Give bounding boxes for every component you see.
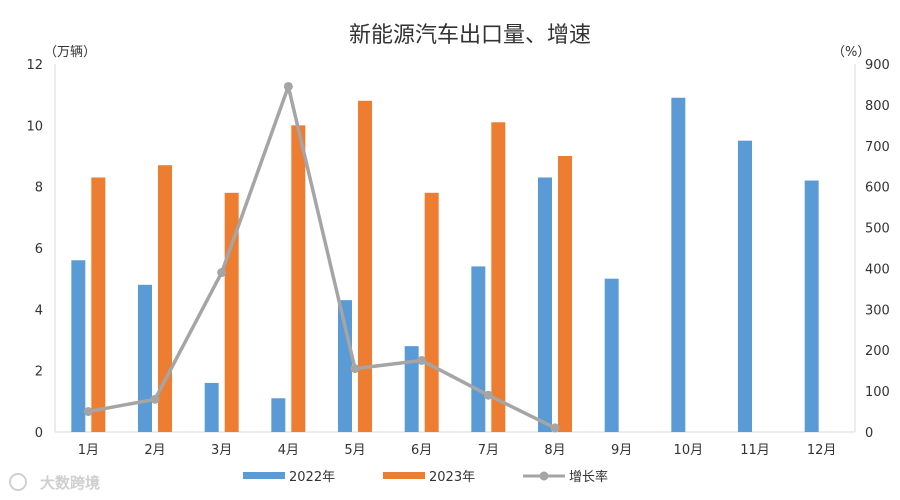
x-tick-label: 7月 bbox=[478, 443, 499, 458]
left-tick-label: 6 bbox=[35, 242, 43, 257]
watermark-text: 大数跨境 bbox=[40, 474, 100, 492]
bar-2023年-7月 bbox=[491, 122, 506, 433]
bar-2022年-9月 bbox=[604, 278, 619, 432]
right-axis-ticks: 0 100 200 300 400 500 600 700 800 900 bbox=[865, 58, 890, 441]
bar-2022年-10月 bbox=[671, 97, 686, 432]
bar-2023年-4月 bbox=[291, 125, 306, 432]
legend-swatch-2023年 bbox=[383, 472, 425, 479]
line-point-增长率 bbox=[283, 81, 293, 91]
bar-2022年-6月 bbox=[404, 346, 419, 432]
left-tick-label: 4 bbox=[35, 303, 43, 318]
bar-2023年-2月 bbox=[158, 165, 172, 432]
right-tick-label: 500 bbox=[865, 222, 890, 237]
line-point-增长率 bbox=[217, 268, 227, 278]
bar-2022年-7月 bbox=[471, 266, 486, 432]
x-tick-label: 2月 bbox=[144, 443, 165, 458]
left-tick-label: 2 bbox=[35, 365, 43, 380]
bar-2023年-1月 bbox=[91, 177, 106, 432]
x-tick-label: 8月 bbox=[544, 443, 565, 458]
right-tick-label: 700 bbox=[865, 140, 890, 155]
right-tick-label: 400 bbox=[865, 262, 890, 277]
line-point-增长率 bbox=[350, 364, 360, 374]
line-point-增长率 bbox=[83, 407, 93, 417]
left-tick-label: 0 bbox=[35, 426, 43, 441]
bar-2023年-6月 bbox=[424, 192, 439, 432]
x-tick-label: 6月 bbox=[411, 443, 432, 458]
legend-label-2022年: 2022年 bbox=[289, 470, 335, 485]
right-tick-label: 900 bbox=[865, 58, 890, 73]
x-tick-label: 10月 bbox=[674, 443, 704, 458]
x-tick-label: 5月 bbox=[344, 443, 365, 458]
bar-2022年-1月 bbox=[71, 260, 86, 432]
watermark: 大数跨境 bbox=[9, 473, 100, 492]
legend: 2022年 2023年 增长率 bbox=[243, 469, 608, 485]
right-tick-label: 0 bbox=[865, 426, 873, 441]
bar-2023年-8月 bbox=[558, 156, 572, 432]
x-tick-label: 3月 bbox=[211, 443, 232, 458]
bar-2022年-5月 bbox=[338, 300, 352, 432]
line-增长率 bbox=[88, 84, 556, 430]
right-tick-label: 600 bbox=[865, 181, 890, 196]
left-axis-unit-label: （万辆） bbox=[44, 45, 96, 60]
right-axis-unit-label: （%） bbox=[832, 45, 870, 60]
right-tick-label: 300 bbox=[865, 303, 890, 318]
bar-2022年-8月 bbox=[538, 177, 552, 432]
bar-2022年-2月 bbox=[138, 284, 152, 432]
right-tick-label: 800 bbox=[865, 99, 890, 114]
bar-2022年-12月 bbox=[804, 180, 819, 432]
line-point-增长率 bbox=[417, 355, 427, 365]
x-tick-label: 4月 bbox=[278, 443, 299, 458]
left-axis-ticks: 0 2 4 6 8 10 12 bbox=[26, 58, 43, 441]
legend-label-2023年: 2023年 bbox=[429, 470, 475, 485]
line-point-增长率 bbox=[150, 394, 160, 404]
line-series bbox=[83, 81, 560, 433]
left-tick-label: 12 bbox=[26, 58, 43, 73]
bar-2023年-5月 bbox=[358, 100, 372, 433]
x-tick-label: 9月 bbox=[611, 443, 632, 458]
legend-marker-增长率 bbox=[539, 471, 549, 481]
bar-2022年-3月 bbox=[204, 382, 219, 432]
bar-2022年-4月 bbox=[271, 398, 286, 432]
left-tick-label: 10 bbox=[26, 119, 43, 134]
x-tick-label: 12月 bbox=[807, 443, 837, 458]
right-tick-label: 100 bbox=[865, 385, 890, 400]
legend-swatch-2022年 bbox=[243, 472, 285, 479]
x-tick-label: 1月 bbox=[78, 443, 99, 458]
legend-label-增长率: 增长率 bbox=[569, 469, 608, 485]
line-point-增长率 bbox=[483, 390, 493, 400]
line-point-增长率 bbox=[550, 423, 560, 433]
chart-title: 新能源汽车出口量、增速 bbox=[349, 23, 591, 48]
x-axis-ticks: 1月 2月 3月 4月 5月 6月 7月 8月 9月 10月 11月 12月 bbox=[78, 443, 837, 458]
bar-2022年-11月 bbox=[738, 140, 752, 432]
left-tick-label: 8 bbox=[35, 181, 43, 196]
right-tick-label: 200 bbox=[865, 344, 890, 359]
bar-series bbox=[71, 97, 819, 433]
x-tick-label: 11月 bbox=[740, 443, 770, 458]
watermark-logo-icon bbox=[9, 473, 27, 491]
